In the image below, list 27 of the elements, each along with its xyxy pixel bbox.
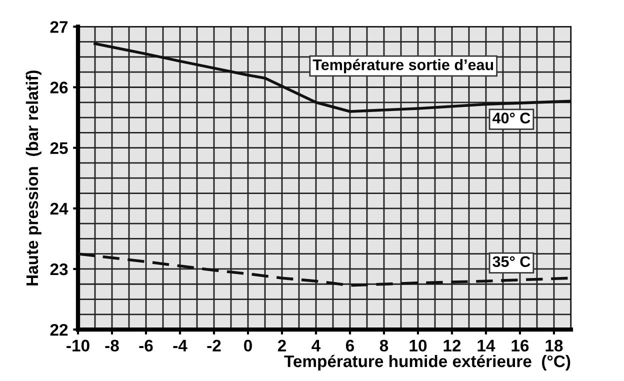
x-tick-label: 12 [444,340,461,352]
x-tick-label: 4 [312,340,321,352]
x-tick-label: -10 [66,340,90,352]
x-tick-label: -6 [139,340,153,352]
x-tick-label: 8 [380,340,388,352]
y-tick-label: 27 [50,21,68,33]
line-series [94,42,571,113]
x-tick-label: 14 [478,340,496,352]
y-axis-title: Haute pression (bar relatif) [26,70,42,286]
x-tick-label: 0 [244,340,252,352]
y-tick-label: 23 [50,263,68,276]
x-tick-label: 18 [546,340,563,352]
x-tick-label: 16 [512,340,529,352]
series-label: 35° C [492,256,530,268]
x-tick-label: -2 [207,340,221,352]
legend-title: Température sortie d’eau [312,58,494,74]
x-tick-label: 6 [346,340,354,352]
y-tick-label: 22 [50,324,68,336]
x-tick-label: 2 [278,340,286,352]
x-tick-label: -8 [105,340,119,352]
x-tick-label: -4 [173,340,188,352]
x-tick-label: 10 [410,340,427,352]
y-tick-label: 24 [50,202,68,214]
x-axis-title: Température humide extérieure (°C) [284,354,570,371]
series-label: 40° C [492,112,530,124]
y-tick-label: 26 [50,82,68,94]
y-tick-label: 25 [50,142,68,154]
